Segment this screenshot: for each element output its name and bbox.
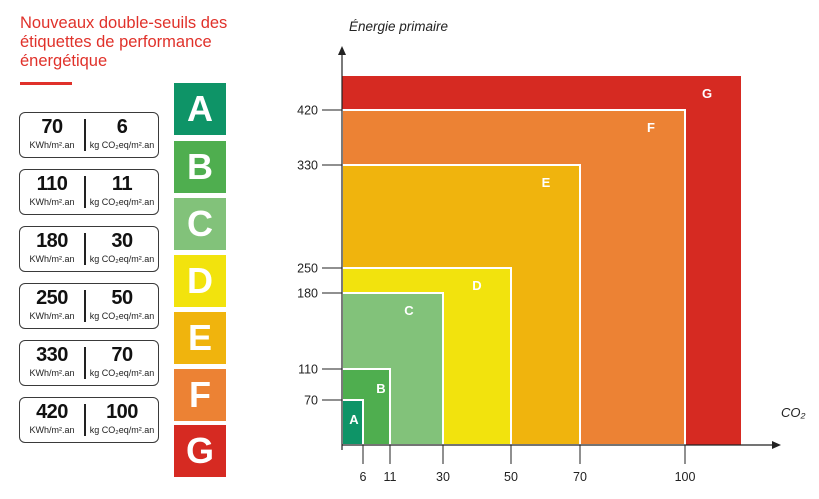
x-axis-arrow: [772, 441, 781, 449]
threshold-row-a: 70 6 KWh/m².an kg CO₂eq/m².an: [19, 112, 159, 158]
x-tick-label: 100: [675, 470, 696, 484]
region-label-c: C: [404, 303, 414, 318]
x-tick-label: 30: [436, 470, 450, 484]
co2-unit: kg CO₂eq/m².an: [89, 368, 155, 378]
row-separator: [84, 119, 86, 151]
region-label-b: B: [376, 381, 385, 396]
class-badge-b: B: [174, 141, 226, 193]
threshold-row-f: 420 100 KWh/m².an kg CO₂eq/m².an: [19, 397, 159, 443]
row-separator: [84, 176, 86, 208]
title-underline: [20, 82, 72, 85]
co2-threshold: 6: [116, 116, 128, 138]
threshold-row-e: 330 70 KWh/m².an kg CO₂eq/m².an: [19, 340, 159, 386]
co2-threshold: 100: [106, 401, 138, 423]
y-tick-label: 420: [297, 104, 318, 118]
energy-threshold: 250: [36, 287, 68, 309]
co2-threshold: 50: [111, 287, 133, 309]
region-label-e: E: [542, 175, 551, 190]
co2-threshold: 30: [111, 230, 133, 252]
energy-threshold: 70: [41, 116, 63, 138]
row-separator: [84, 404, 86, 436]
x-tick-label: 70: [573, 470, 587, 484]
y-tick-label: 250: [297, 262, 318, 276]
threshold-row-d: 250 50 KWh/m².an kg CO₂eq/m².an: [19, 283, 159, 329]
energy-threshold: 180: [36, 230, 68, 252]
class-badge-g: G: [174, 425, 226, 477]
co2-unit: kg CO₂eq/m².an: [89, 197, 155, 207]
co2-threshold: 70: [111, 344, 133, 366]
y-tick-label: 180: [297, 287, 318, 301]
page-title: Nouveaux double-seuils des étiquettes de…: [20, 14, 228, 70]
region-label-d: D: [472, 278, 481, 293]
y-tick-label: 70: [304, 394, 318, 408]
y-axis-arrow: [338, 46, 346, 55]
threshold-row-b: 110 11 KWh/m².an kg CO₂eq/m².an: [19, 169, 159, 215]
class-badge-c: C: [174, 198, 226, 250]
class-badge-a: A: [174, 83, 226, 135]
x-axis-label: CO₂: [781, 405, 806, 420]
x-tick-label: 11: [384, 470, 397, 484]
y-tick-label: 110: [298, 363, 318, 377]
energy-threshold: 330: [36, 344, 68, 366]
region-label-f: F: [647, 120, 655, 135]
energy-threshold: 420: [36, 401, 68, 423]
class-badge-e: E: [174, 312, 226, 364]
class-badge-f: F: [174, 369, 226, 421]
row-separator: [84, 347, 86, 379]
energy-unit: KWh/m².an: [29, 197, 75, 207]
co2-unit: kg CO₂eq/m².an: [89, 254, 155, 264]
region-label-a: A: [349, 412, 359, 427]
co2-unit: kg CO₂eq/m².an: [89, 425, 155, 435]
x-tick-label: 6: [360, 470, 367, 484]
threshold-row-c: 180 30 KWh/m².an kg CO₂eq/m².an: [19, 226, 159, 272]
row-separator: [84, 233, 86, 265]
x-tick-label: 50: [504, 470, 518, 484]
energy-unit: KWh/m².an: [29, 425, 75, 435]
row-separator: [84, 290, 86, 322]
y-tick-label: 330: [297, 159, 318, 173]
co2-unit: kg CO₂eq/m².an: [89, 140, 155, 150]
y-axis-label: Énergie primaire: [349, 19, 449, 34]
co2-threshold: 11: [111, 173, 133, 195]
energy-threshold: 110: [36, 173, 68, 195]
energy-unit: KWh/m².an: [29, 311, 75, 321]
class-badge-d: D: [174, 255, 226, 307]
energy-unit: KWh/m².an: [29, 254, 75, 264]
energy-unit: KWh/m².an: [29, 368, 75, 378]
energy-unit: KWh/m².an: [29, 140, 75, 150]
co2-unit: kg CO₂eq/m².an: [89, 311, 155, 321]
region-label-g: G: [702, 86, 712, 101]
